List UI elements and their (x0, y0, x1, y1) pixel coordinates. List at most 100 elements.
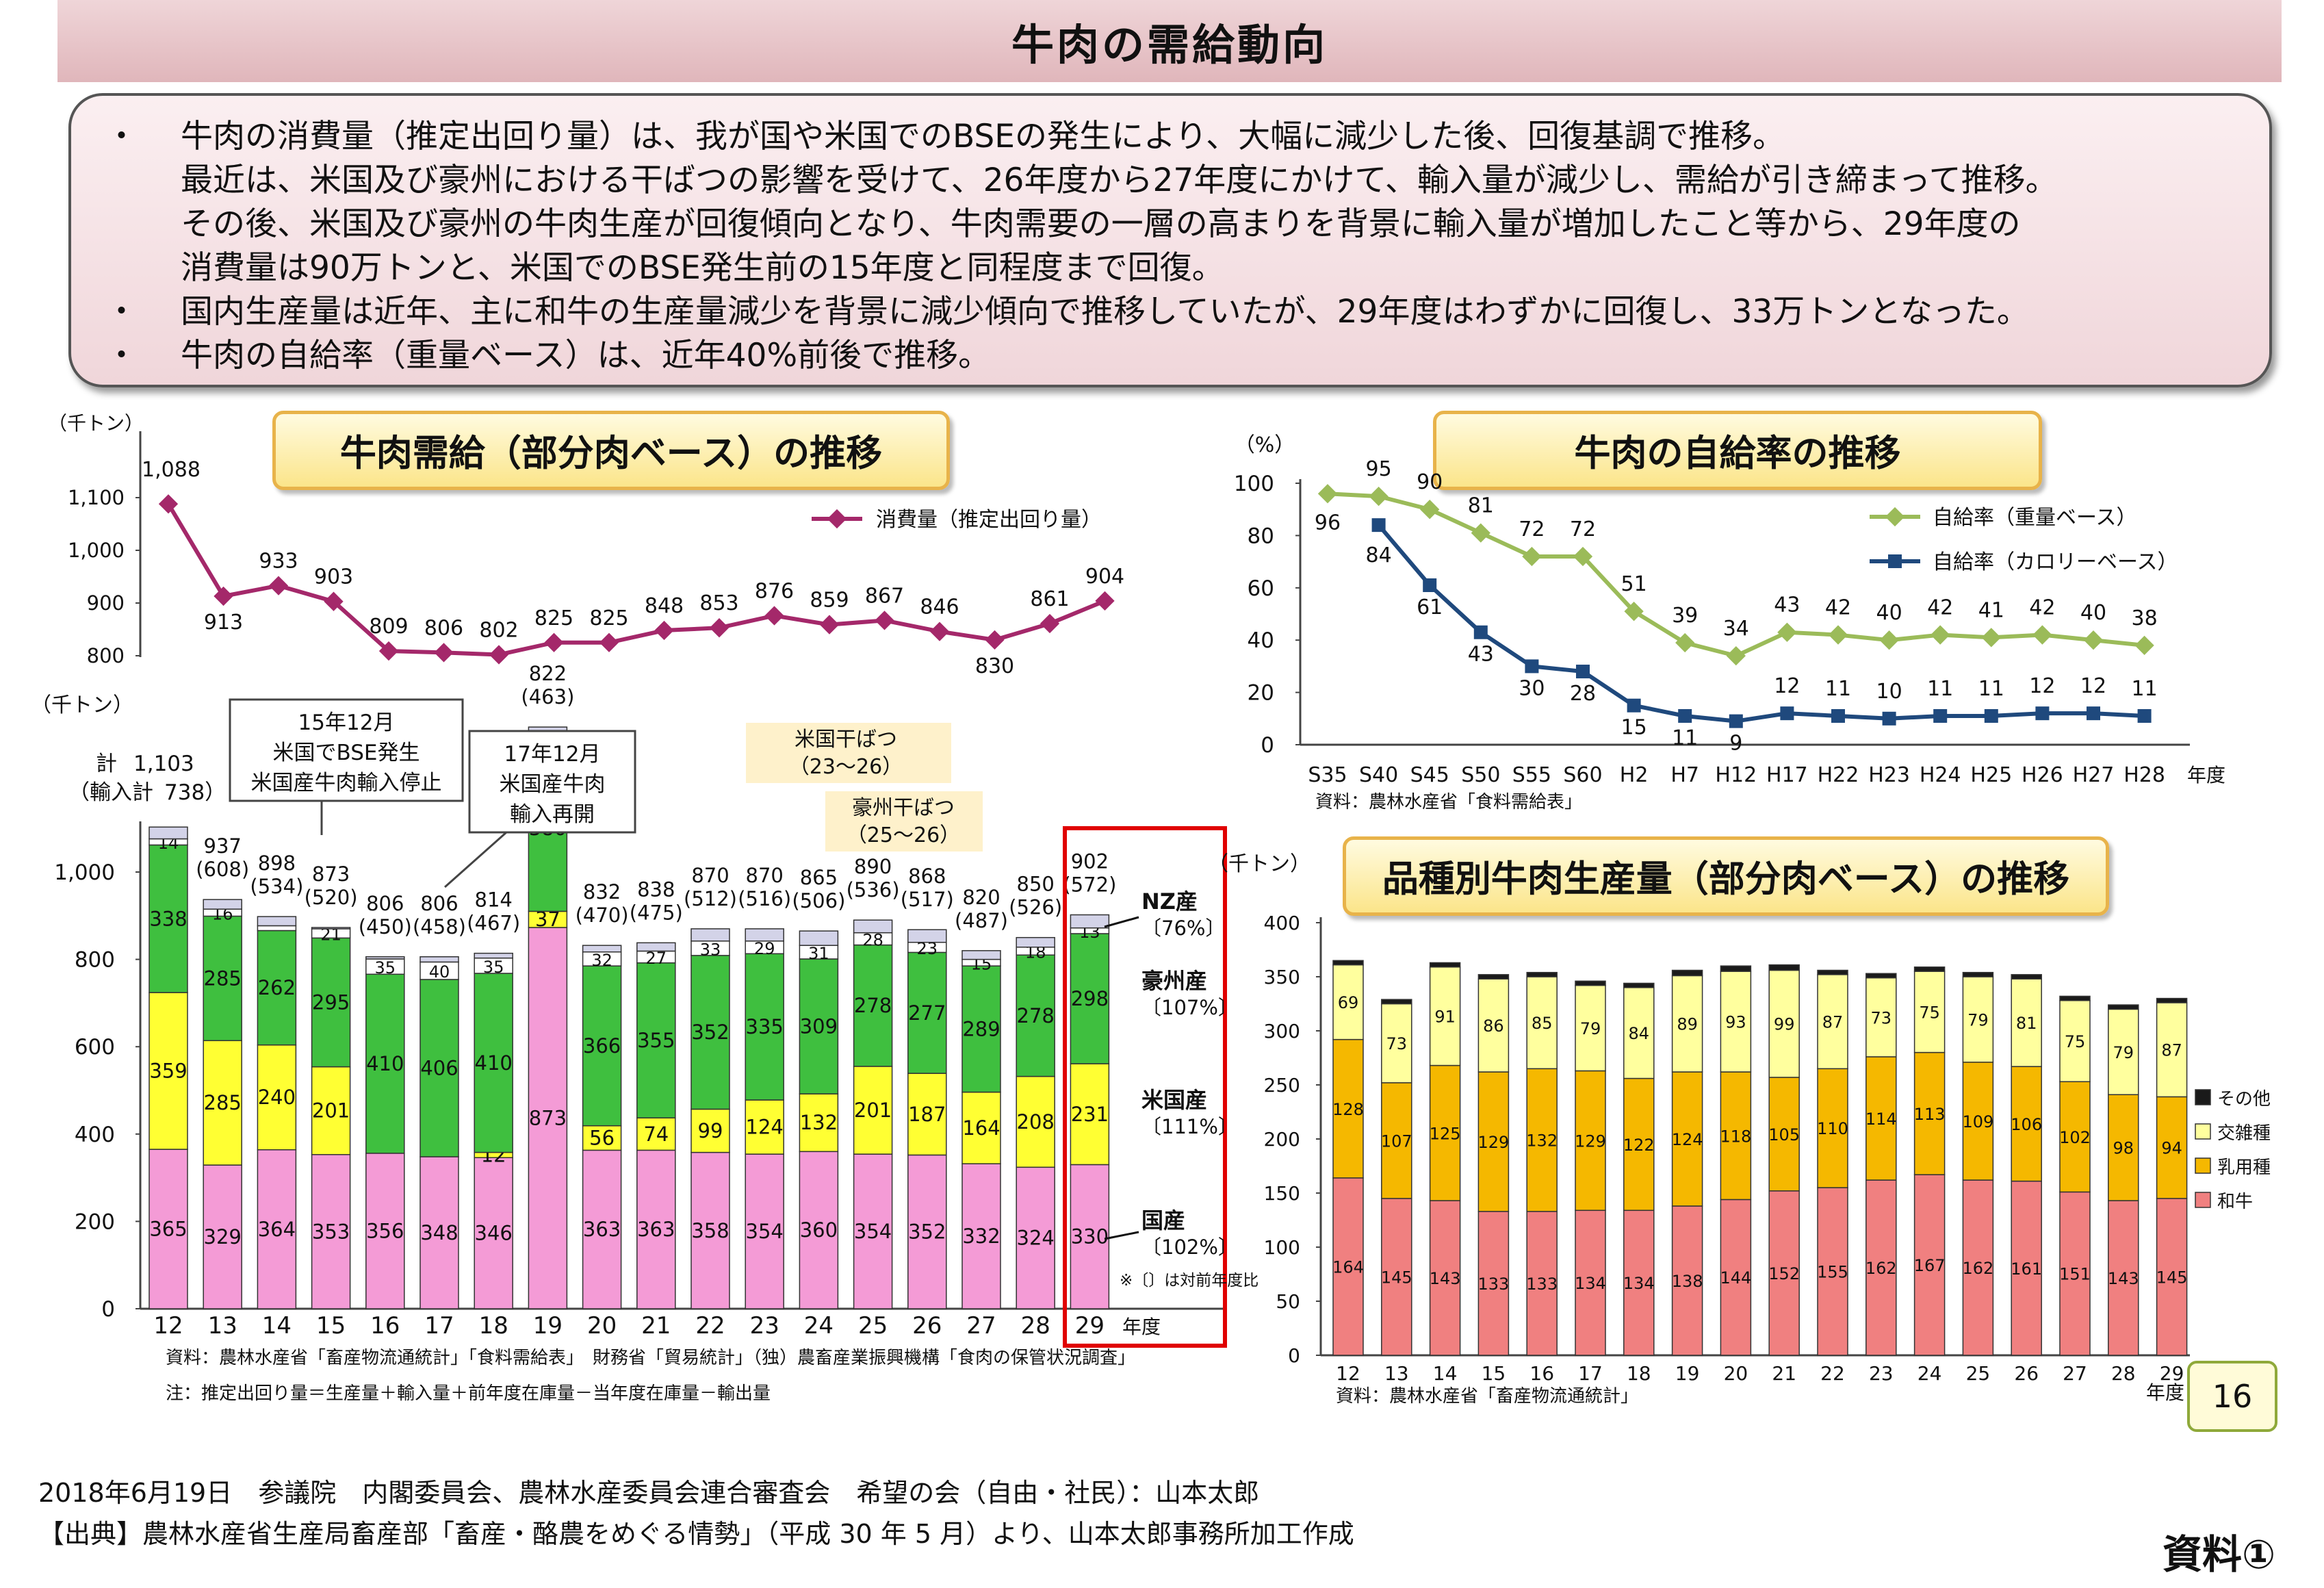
bar-segment-交雑種 (1720, 971, 1752, 1073)
selfsufficiency-point (2083, 630, 2104, 650)
summary-text: 牛肉の消費量（推定出回り量）は、我が国や米国でのBSEの発生により、大幅に減少し… (181, 118, 1785, 155)
bar-segment-和牛 (2011, 1180, 2042, 1356)
bar-segment-その他 (1865, 973, 1897, 979)
consumption-point (268, 576, 289, 596)
bar-value-label: 187 (908, 1103, 946, 1126)
x-tick-label: S40 (1359, 763, 1398, 787)
selfsufficiency-label: 12 (2029, 674, 2055, 698)
bar-value-label: 91 (1434, 1008, 1456, 1027)
selfsufficiency-label: 42 (2029, 596, 2055, 620)
callout-text: 米国産牛肉輸入停止 (251, 771, 442, 795)
bar-value-label: 329 (204, 1225, 242, 1248)
bar-value-label: 364 (258, 1218, 296, 1241)
bar-segment-豪州産 (582, 965, 622, 1127)
selfsufficiency-label: 84 (1366, 543, 1392, 567)
y-tick-label: 900 (87, 591, 125, 615)
footer-meeting: 2018年6月19日 参議院 内閣委員会、農林水産委員会連合審査会 希望の会（自… (38, 1478, 1260, 1508)
selfsufficiency-label: 34 (1723, 617, 1749, 641)
consumption-label: 933 (259, 550, 298, 574)
bar-segment-乳用種 (2108, 1094, 2139, 1201)
x-tick-label: H22 (1818, 763, 1859, 787)
consumption-label: 904 (1085, 565, 1124, 589)
bar-value-label: 151 (2059, 1265, 2091, 1284)
bar-total-label: 870 (691, 864, 729, 887)
y-tick-label: 0 (101, 1297, 115, 1322)
bar-segment-その他 (1070, 914, 1110, 929)
bar-value-label: 143 (2108, 1269, 2139, 1288)
y-tick-label: 50 (1276, 1290, 1300, 1313)
bar-segment-和牛 (1865, 1179, 1897, 1356)
page-number: 16 (2187, 1361, 2277, 1432)
bar-segment-乳用種 (1429, 1064, 1461, 1201)
bar-value-label: 114 (1865, 1110, 1897, 1129)
bar-value-label: 94 (2161, 1139, 2182, 1158)
bar-value-label: 40 (429, 962, 450, 982)
bar-segment-乳用種 (1477, 1071, 1510, 1212)
bar-segment-国産 (745, 1153, 784, 1309)
bar-value-label: 69 (1338, 993, 1359, 1012)
x-tick-label: 28 (1021, 1312, 1050, 1340)
bullet: ・ (105, 118, 138, 155)
drought-label: 米国干ばつ (795, 728, 897, 752)
bar-segment-国産 (907, 1154, 947, 1309)
callout-box (468, 730, 636, 834)
summary-line: ・ 牛肉の消費量（推定出回り量）は、我が国や米国でのBSEの発生により、大幅に減少… (105, 115, 2235, 159)
callout-text: 米国産牛肉 (500, 772, 606, 797)
legend-label: 消費量（推定出回り量） (876, 508, 1102, 532)
selfsufficiency-label: 81 (1468, 494, 1494, 518)
selfsufficiency-line (1377, 524, 2145, 723)
bar-value-label: 346 (475, 1222, 513, 1245)
bar-value-label: 332 (962, 1225, 1000, 1248)
bar-segment-豪州産 (745, 953, 784, 1101)
bar-segment-その他 (2156, 997, 2188, 1003)
bar-segment-乳用種 (1768, 1077, 1800, 1192)
y-tick-label: 200 (75, 1209, 115, 1234)
bar-value-label: 208 (1017, 1110, 1055, 1134)
x-tick-label: 12 (153, 1312, 183, 1340)
consumption-label: 903 (314, 565, 353, 589)
selfsufficiency-point (1369, 486, 1389, 507)
bar-value-label: 298 (1071, 987, 1109, 1010)
selfsufficiency-point (1931, 625, 1950, 645)
bar-value-label: 162 (1865, 1259, 1897, 1278)
bar-segment-乳用種 (2156, 1096, 2188, 1199)
x-tick-label: S35 (1308, 763, 1347, 787)
bar-import-label: (458) (413, 915, 466, 938)
footer-source: 【出典】農林水産省生産局畜産部「畜産・酪農をめぐる情勢」（平成 30 年 5 月… (38, 1519, 1354, 1549)
bar-segment-その他 (1671, 969, 1703, 977)
selfsufficiency-point (1522, 546, 1542, 567)
bar-segment-その他 (745, 928, 784, 942)
bar-value-label: 132 (800, 1111, 838, 1134)
bar-segment-その他 (1429, 962, 1461, 968)
bar-segment-米国産 (690, 1108, 730, 1153)
bar-segment-交雑種 (2108, 1008, 2139, 1095)
x-tick-label: 24 (1918, 1362, 1942, 1385)
bar-value-label: 164 (1332, 1257, 1364, 1277)
selfsufficiency-point (1371, 518, 1386, 533)
callout-text: 米国でBSE発生 (273, 741, 420, 765)
legend-swatch (2195, 1157, 2211, 1174)
y-tick-label: 80 (1248, 524, 1274, 548)
x-tick-label: H7 (1670, 763, 1699, 787)
bar-import-label: (475) (630, 901, 683, 924)
consumption-point (764, 606, 784, 626)
bar-segment-国産 (853, 1153, 893, 1309)
x-tick-label: 14 (262, 1312, 292, 1340)
summary-text: 国内生産量は近年、主に和牛の生産量減少を背景に減少傾向で推移していたが、29年度… (181, 293, 2029, 331)
legend-label: その他 (2217, 1089, 2271, 1110)
bar-value-label: 87 (2161, 1041, 2182, 1060)
bar-value-label: 335 (746, 1015, 784, 1038)
bar-value-label: 355 (637, 1029, 675, 1052)
consumption-label: 853 (699, 591, 738, 615)
bar-total-label: 873 (312, 862, 350, 886)
bar-segment-和牛 (1623, 1209, 1655, 1356)
legend-marker (1885, 507, 1905, 527)
x-tick-label: 19 (1675, 1362, 1700, 1385)
x-tick-label: 18 (1627, 1362, 1651, 1385)
bar-import-label: (534) (250, 875, 303, 898)
bar-total-label: 832 (583, 880, 621, 904)
import-value: 738） (164, 780, 226, 805)
selfsufficiency-point (1981, 628, 2001, 648)
bar-total-label: 937 (204, 834, 242, 858)
consumption-point (599, 632, 619, 652)
